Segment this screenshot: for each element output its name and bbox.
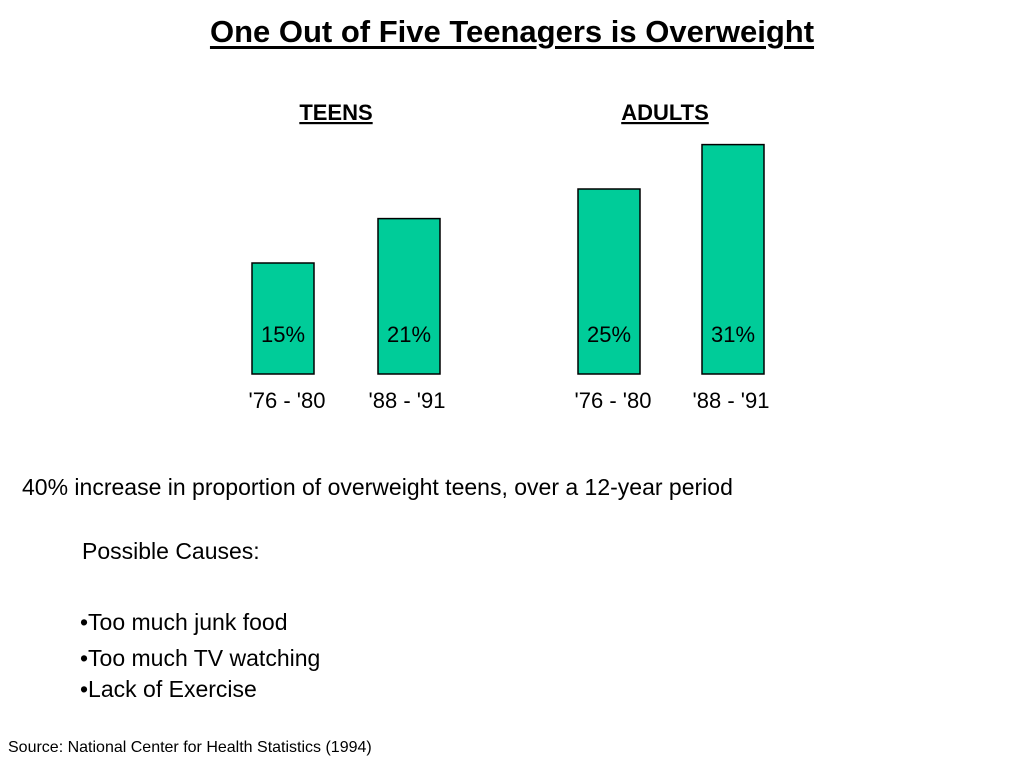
slide-title: One Out of Five Teenagers is Overweight [209,14,815,49]
bar-value-label: 21% [387,322,431,347]
causes-heading: Possible Causes: [82,538,260,564]
category-label: '76 - '80 [575,388,652,413]
cause-item: •Too much TV watching [80,645,321,671]
bar-value-label: 25% [587,322,631,347]
category-label: '88 - '91 [369,388,446,413]
cause-item: •Too much junk food [80,609,288,635]
bar-value-label: 15% [261,322,305,347]
bar [377,217,441,375]
bar [701,143,765,375]
bar-chart: TEENS 15% '76 - '80 21% '88 - '91 ADULTS 25% '7… [249,100,770,413]
source-note: Source: National Center for Health Stati… [8,739,372,756]
cause-item: •Lack of Exercise [80,676,257,702]
category-label: '76 - '80 [249,388,326,413]
category-label: '88 - '91 [693,388,770,413]
group-title-teens: TEENS [299,100,372,125]
summary-text: 40% increase in proportion of overweight… [22,474,733,500]
bar-value-label: 31% [711,322,755,347]
bar [577,188,641,375]
group-title-adults: ADULTS [621,100,709,125]
bar [251,262,315,375]
